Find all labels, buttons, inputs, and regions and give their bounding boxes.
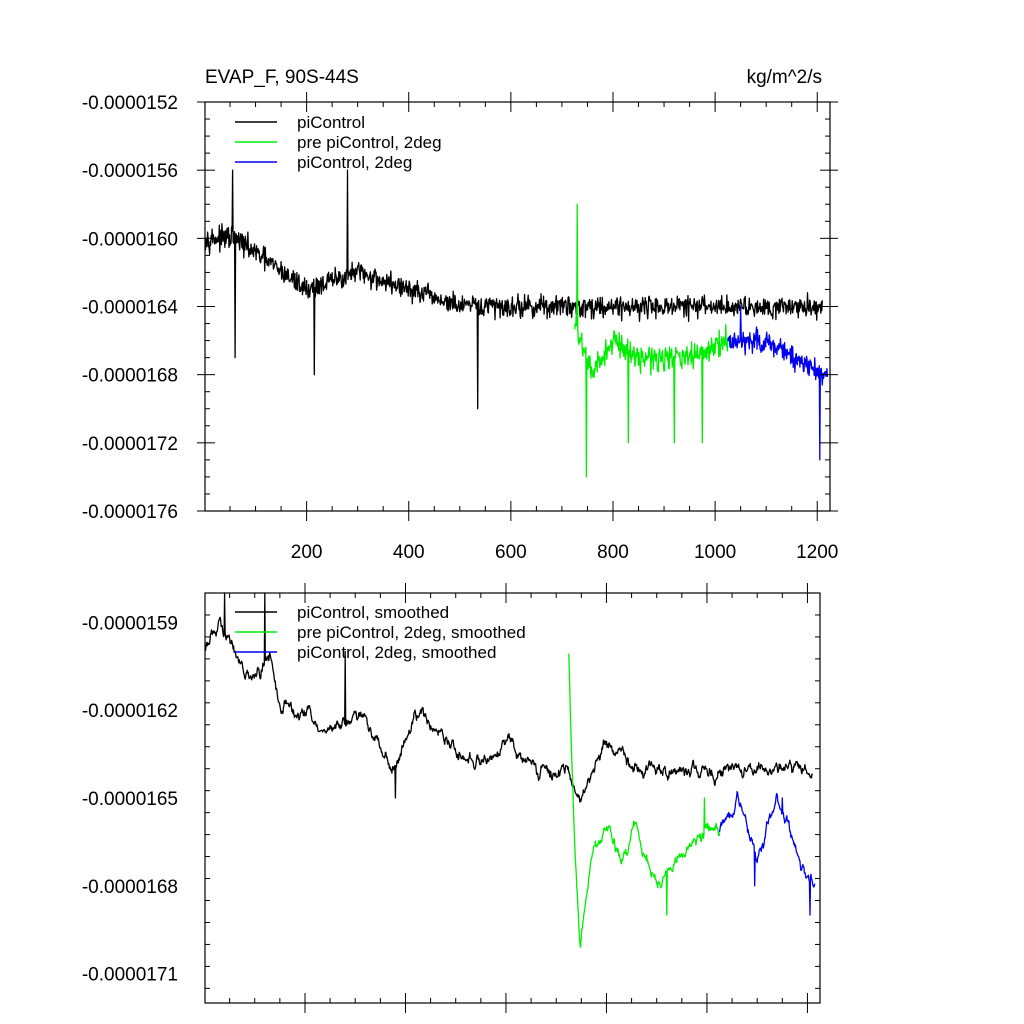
units-label: kg/m^2/s [747, 67, 822, 88]
legend-entry: pre piControl, 2deg, smoothed [297, 623, 526, 642]
x-tick-label: 400 [393, 542, 425, 563]
plot-frame [204, 592, 821, 1004]
x-tick-label: 800 [597, 542, 629, 563]
x-tick-label: 1000 [694, 542, 736, 563]
series-line-picontrol-2deg-smoothed [718, 791, 816, 916]
x-tick-label: 200 [291, 542, 323, 563]
bottom-panel: -0.0000159 -0.0000162 -0.0000165 -0.0000168… [82, 583, 821, 1013]
legend-entry: piControl [297, 113, 365, 132]
x-tick-label: 600 [495, 542, 527, 563]
series-line-picontrol-2deg [727, 305, 829, 461]
top-panel: 200 400 600 800 1000 1200 -0.0000152 -0.0000156… [82, 67, 839, 563]
legend-entry: piControl, 2deg, smoothed [297, 643, 496, 662]
y-tick-label: -0.0000159 [82, 613, 178, 634]
series-line-picontrol [204, 169, 823, 410]
y-tick-label: -0.0000168 [82, 877, 178, 898]
y-tick-label: -0.0000171 [82, 965, 178, 986]
y-tick-label: -0.0000156 [82, 161, 178, 182]
y-tick-label: -0.0000168 [82, 366, 178, 387]
chart-title: EVAP_F, 90S-44S [205, 67, 359, 88]
legend-entry: piControl, smoothed [297, 603, 449, 622]
y-tick-label: -0.0000172 [82, 434, 178, 455]
y-tick-label: -0.0000164 [82, 298, 179, 319]
x-tick-label: 1200 [796, 542, 838, 563]
y-tick-label: -0.0000176 [82, 502, 178, 523]
legend-entry: piControl, 2deg [297, 153, 412, 172]
y-tick-label: -0.0000152 [82, 93, 178, 114]
series-line-picontrol-smoothed [204, 592, 814, 803]
legend-entry: pre piControl, 2deg [297, 133, 442, 152]
y-tick-label: -0.0000165 [82, 789, 178, 810]
y-tick-label: -0.0000162 [82, 701, 178, 722]
y-tick-label: -0.0000160 [82, 229, 178, 250]
series-line-pre-picontrol-2deg-smoothed [568, 653, 721, 948]
series-line-pre-picontrol-2deg [574, 203, 729, 478]
